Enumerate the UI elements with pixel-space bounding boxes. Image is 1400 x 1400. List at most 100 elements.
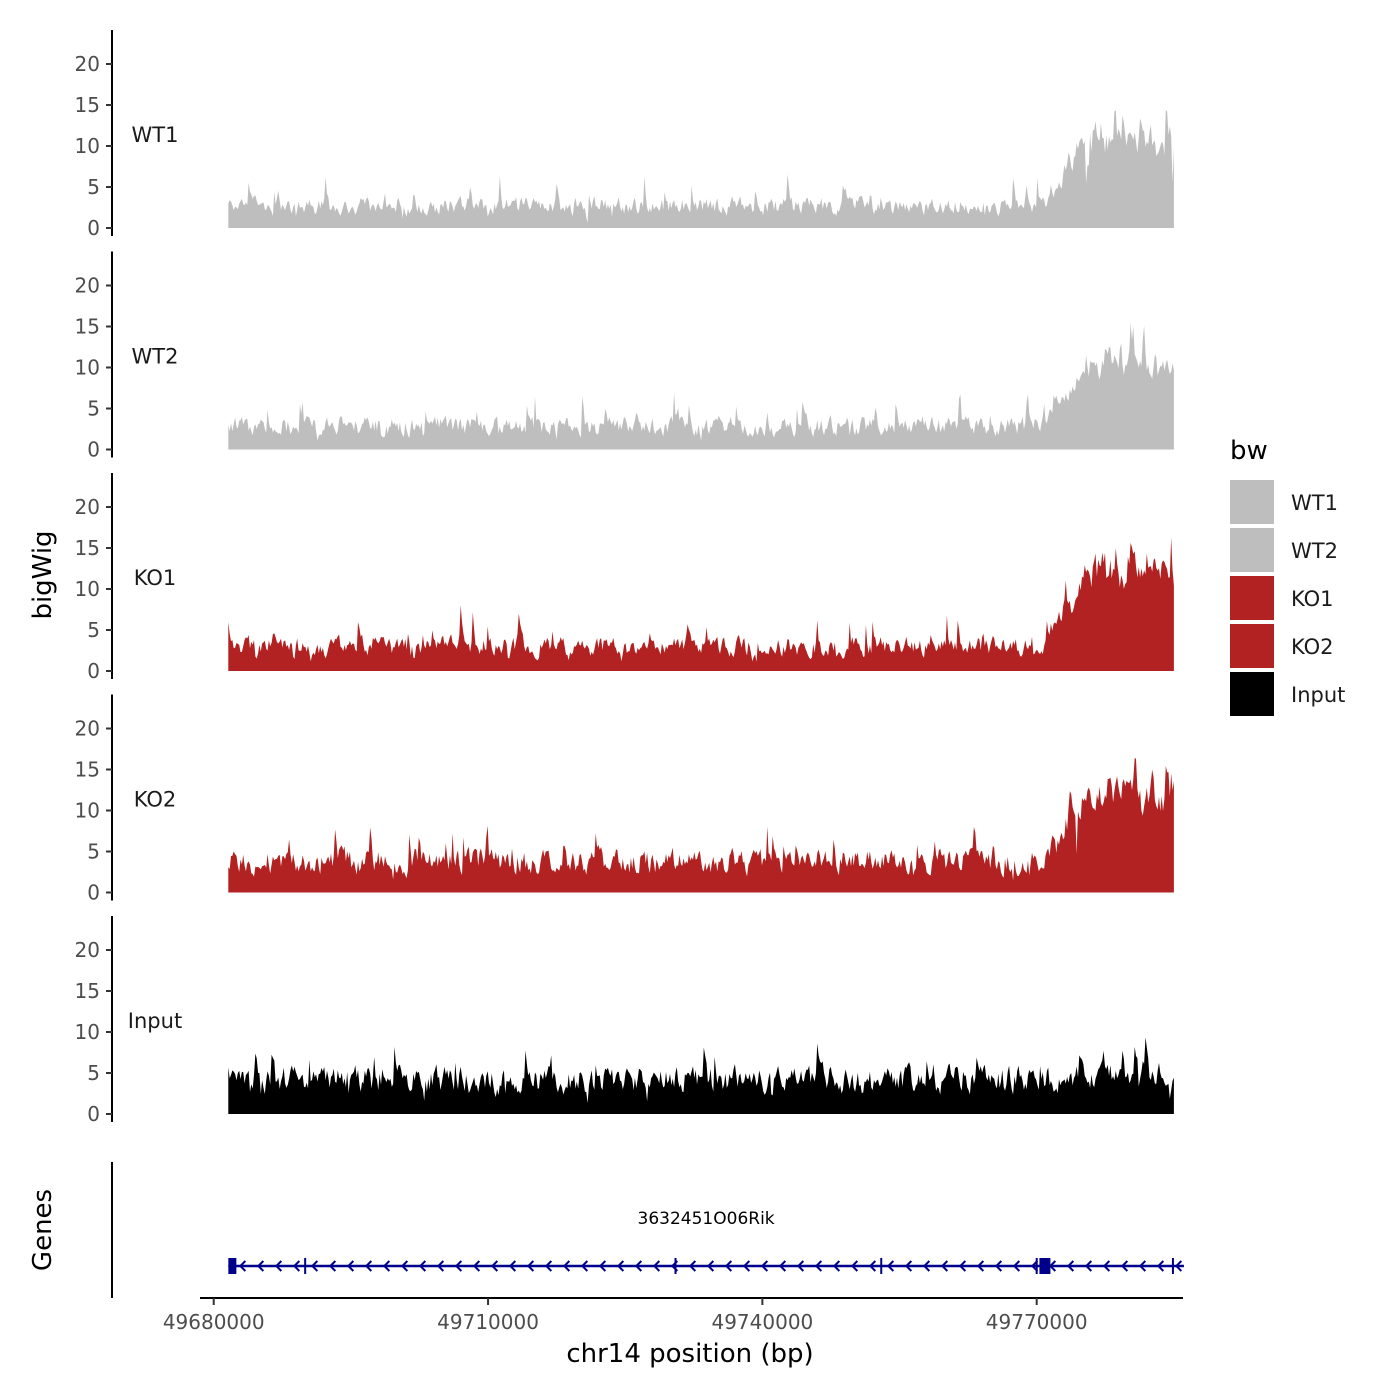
strand-arrow xyxy=(256,1260,265,1272)
strand-arrow xyxy=(436,1260,445,1272)
strand-arrow xyxy=(580,1260,589,1272)
strand-arrow xyxy=(508,1260,517,1272)
y-tick-label: 5 xyxy=(87,840,100,864)
strand-arrow xyxy=(418,1260,427,1272)
y-tick-label: 0 xyxy=(87,1102,100,1126)
strand-arrow xyxy=(832,1260,841,1272)
gene-track xyxy=(228,1258,1184,1274)
strand-arrow xyxy=(346,1260,355,1272)
y-tick-label: 0 xyxy=(87,659,100,683)
strand-arrow xyxy=(1156,1260,1165,1272)
strand-arrow xyxy=(1030,1260,1039,1272)
legend-label-ko1: KO1 xyxy=(1291,587,1334,611)
strand-arrow xyxy=(1084,1260,1093,1272)
strand-arrow xyxy=(760,1260,769,1272)
track-label-ko2: KO2 xyxy=(134,788,177,812)
strand-arrow xyxy=(544,1260,553,1272)
y-tick-label: 0 xyxy=(87,438,100,462)
genes-axis-title: Genes xyxy=(28,1189,58,1271)
strand-arrow xyxy=(382,1260,391,1272)
strand-arrow xyxy=(994,1260,1003,1272)
strand-arrow xyxy=(328,1260,337,1272)
track-input: 0 5 10 15 20 Input xyxy=(75,916,1174,1126)
track-ko1: 0 5 10 15 20 KO1 xyxy=(75,473,1174,683)
y-tick-label: 10 xyxy=(75,799,100,823)
strand-arrow xyxy=(742,1260,751,1272)
y-tick-label: 20 xyxy=(75,717,100,741)
y-axis-title: bigWig xyxy=(28,530,58,619)
strand-arrow xyxy=(886,1260,895,1272)
gene-label: 3632451O06Rik xyxy=(638,1209,775,1229)
y-tick-label: 5 xyxy=(87,175,100,199)
strand-arrow xyxy=(1138,1260,1147,1272)
y-tick-label: 15 xyxy=(75,93,100,117)
gene-exon xyxy=(1039,1258,1051,1274)
y-tick-label: 10 xyxy=(75,134,100,158)
x-tick-label: 49740000 xyxy=(711,1310,813,1334)
strand-arrow xyxy=(958,1260,967,1272)
legend-key-wt2 xyxy=(1230,528,1274,572)
strand-arrow xyxy=(976,1260,985,1272)
legend-key-ko1 xyxy=(1230,576,1274,620)
y-tick-label: 20 xyxy=(75,52,100,76)
y-tick-label: 10 xyxy=(75,577,100,601)
strand-arrow xyxy=(364,1260,373,1272)
legend: bw WT1 WT2 KO1 KO2 Input xyxy=(1230,436,1345,716)
strand-arrow xyxy=(1066,1260,1075,1272)
x-tick-label: 49680000 xyxy=(163,1310,265,1334)
strand-arrow xyxy=(778,1260,787,1272)
y-tick-label: 15 xyxy=(75,315,100,339)
strand-arrow xyxy=(1102,1260,1111,1272)
x-axis-title: chr14 position (bp) xyxy=(566,1339,813,1369)
strand-arrow xyxy=(526,1260,535,1272)
track-wt2: 0 5 10 15 20 WT2 xyxy=(75,251,1174,462)
y-tick-label: 0 xyxy=(87,216,100,240)
gene-exon xyxy=(228,1258,237,1274)
strand-arrow xyxy=(904,1260,913,1272)
legend-label-input: Input xyxy=(1291,683,1345,707)
strand-arrow xyxy=(454,1260,463,1272)
y-tick-label: 10 xyxy=(75,356,100,380)
signal-area-ko2 xyxy=(228,758,1174,893)
strand-arrow xyxy=(400,1260,409,1272)
y-tick-label: 20 xyxy=(75,495,100,519)
strand-arrow xyxy=(1012,1260,1021,1272)
genes-panel: Genes 3632451O06Rik xyxy=(28,1162,1184,1298)
y-tick-label: 10 xyxy=(75,1020,100,1044)
strand-arrow xyxy=(652,1260,661,1272)
strand-arrow xyxy=(238,1260,247,1272)
signal-area-input xyxy=(228,1037,1174,1114)
strand-arrow xyxy=(688,1260,697,1272)
strand-arrow xyxy=(472,1260,481,1272)
signal-area-ko1 xyxy=(228,537,1174,671)
x-axis-ticks: 49680000 49710000 49740000 49770000 xyxy=(163,1298,1088,1334)
track-label-input: Input xyxy=(128,1009,182,1033)
y-tick-label: 5 xyxy=(87,1061,100,1085)
track-ko2: 0 5 10 15 20 KO2 xyxy=(75,694,1174,905)
y-tick-label: 15 xyxy=(75,536,100,560)
strand-arrow xyxy=(1120,1260,1129,1272)
track-label-ko1: KO1 xyxy=(134,566,177,590)
strand-arrow xyxy=(1174,1260,1183,1272)
legend-key-ko2 xyxy=(1230,624,1274,668)
legend-key-input xyxy=(1230,672,1274,716)
y-tick-label: 5 xyxy=(87,618,100,642)
signal-area-wt2 xyxy=(228,322,1174,450)
y-tick-label: 20 xyxy=(75,938,100,962)
legend-items: WT1 WT2 KO1 KO2 Input xyxy=(1230,480,1345,716)
y-tick-label: 0 xyxy=(87,881,100,905)
strand-arrow xyxy=(490,1260,499,1272)
y-tick-label: 20 xyxy=(75,274,100,298)
strand-arrow xyxy=(922,1260,931,1272)
x-tick-label: 49770000 xyxy=(986,1310,1088,1334)
strand-arrow xyxy=(868,1260,877,1272)
strand-arrow xyxy=(292,1260,301,1272)
strand-arrow xyxy=(562,1260,571,1272)
strand-arrow xyxy=(940,1260,949,1272)
strand-arrow xyxy=(310,1260,319,1272)
x-axis: 49680000 49710000 49740000 49770000 chr14 p… xyxy=(163,1297,1183,1369)
track-label-wt2: WT2 xyxy=(132,345,179,369)
strand-arrow xyxy=(814,1260,823,1272)
strand-arrow xyxy=(850,1260,859,1272)
